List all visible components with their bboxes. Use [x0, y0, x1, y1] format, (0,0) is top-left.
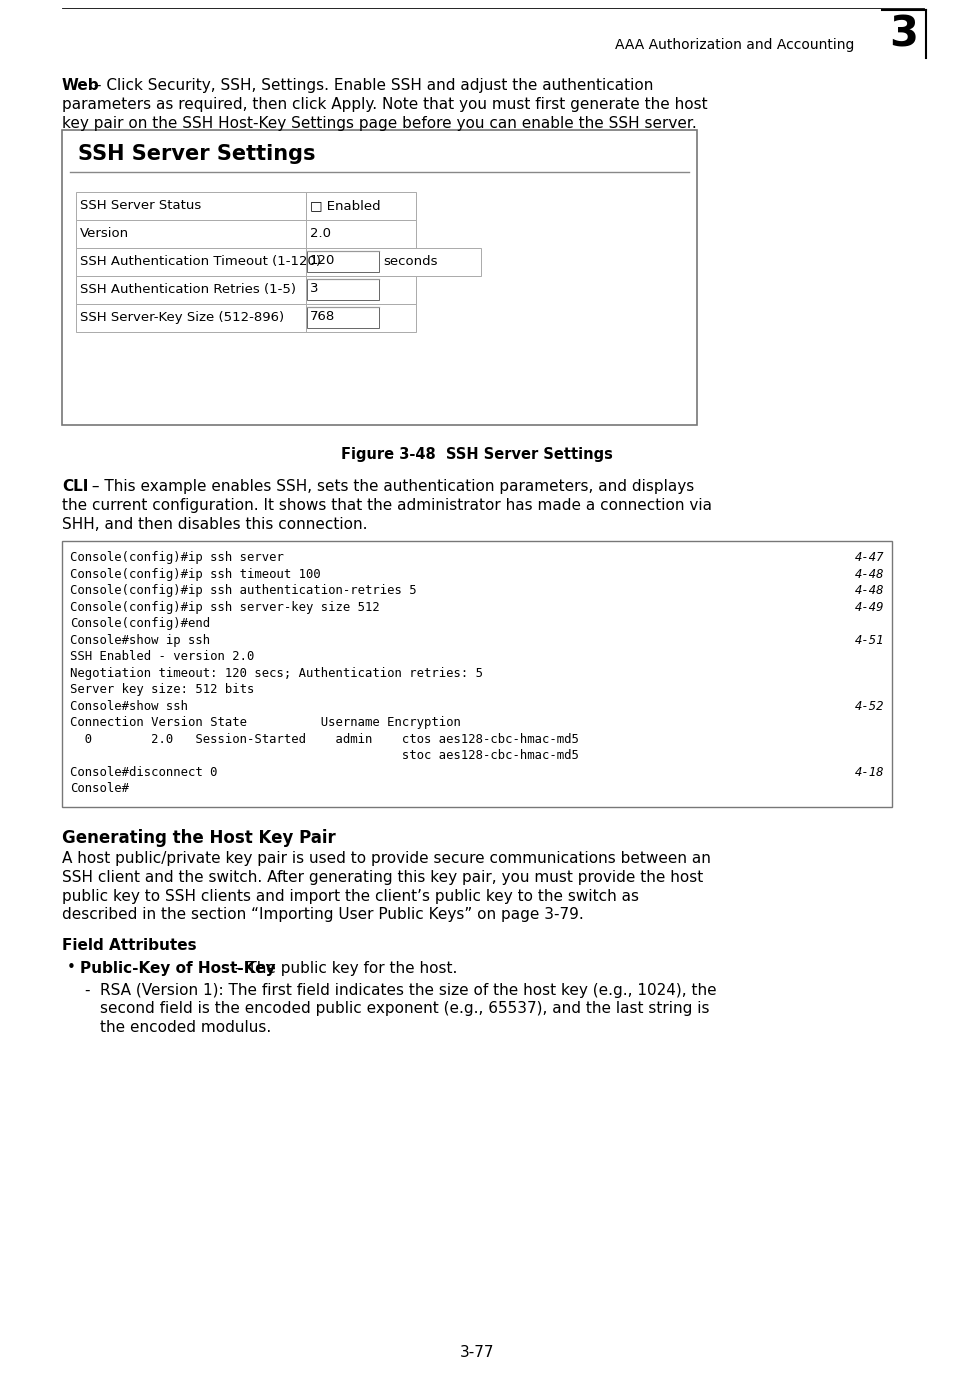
Text: Field Attributes: Field Attributes — [62, 938, 196, 954]
Text: CLI: CLI — [62, 479, 89, 494]
Text: second field is the encoded public exponent (e.g., 65537), and the last string i: second field is the encoded public expon… — [100, 1002, 709, 1016]
Text: SSH Authentication Timeout (1-120): SSH Authentication Timeout (1-120) — [80, 255, 320, 268]
Text: 4-52: 4-52 — [854, 700, 883, 712]
Text: the current configuration. It shows that the administrator has made a connection: the current configuration. It shows that… — [62, 498, 711, 514]
Text: -: - — [84, 983, 90, 998]
Text: Console(config)#end: Console(config)#end — [70, 618, 210, 630]
Text: parameters as required, then click Apply. Note that you must first generate the : parameters as required, then click Apply… — [62, 97, 707, 112]
Bar — [306, 221, 416, 248]
Text: A host public/private key pair is used to provide secure communications between : A host public/private key pair is used t… — [62, 851, 710, 866]
Bar — [306, 304, 416, 332]
Text: Generating the Host Key Pair: Generating the Host Key Pair — [62, 829, 335, 847]
Text: – The public key for the host.: – The public key for the host. — [230, 960, 456, 976]
Text: – Click Security, SSH, Settings. Enable SSH and adjust the authentication: – Click Security, SSH, Settings. Enable … — [89, 78, 653, 93]
Text: seconds: seconds — [382, 255, 437, 268]
Text: 4-48: 4-48 — [854, 568, 883, 580]
Text: Console(config)#ip ssh server-key size 512: Console(config)#ip ssh server-key size 5… — [70, 601, 379, 613]
Bar — [62, 541, 891, 806]
Text: Console(config)#ip ssh authentication-retries 5: Console(config)#ip ssh authentication-re… — [70, 584, 416, 597]
Text: 2.0: 2.0 — [310, 228, 331, 240]
Text: AAA Authorization and Accounting: AAA Authorization and Accounting — [615, 37, 854, 51]
Bar — [76, 248, 306, 276]
Text: key pair on the SSH Host-Key Settings page before you can enable the SSH server.: key pair on the SSH Host-Key Settings pa… — [62, 117, 696, 130]
Text: 3: 3 — [888, 12, 918, 56]
Text: the encoded modulus.: the encoded modulus. — [100, 1020, 271, 1035]
Bar — [306, 192, 416, 221]
Bar — [76, 192, 306, 221]
Bar — [76, 221, 306, 248]
Text: Console#show ssh: Console#show ssh — [70, 700, 188, 712]
Bar — [307, 279, 378, 300]
Text: described in the section “Importing User Public Keys” on page 3-79.: described in the section “Importing User… — [62, 908, 583, 923]
Text: SSH Authentication Retries (1-5): SSH Authentication Retries (1-5) — [80, 283, 295, 296]
Text: Console#show ip ssh: Console#show ip ssh — [70, 633, 210, 647]
Bar — [307, 251, 378, 272]
Text: Console#disconnect 0: Console#disconnect 0 — [70, 766, 217, 779]
Text: 4-49: 4-49 — [854, 601, 883, 613]
Text: Console(config)#ip ssh server: Console(config)#ip ssh server — [70, 551, 284, 564]
Text: – This example enables SSH, sets the authentication parameters, and displays: – This example enables SSH, sets the aut… — [87, 479, 694, 494]
Bar — [76, 276, 306, 304]
Text: public key to SSH clients and import the client’s public key to the switch as: public key to SSH clients and import the… — [62, 888, 639, 904]
Bar — [307, 307, 378, 328]
Text: Console#: Console# — [70, 781, 129, 795]
Text: 4-48: 4-48 — [854, 584, 883, 597]
Text: 3: 3 — [310, 282, 318, 296]
Text: stoc aes128-cbc-hmac-md5: stoc aes128-cbc-hmac-md5 — [70, 750, 578, 762]
Text: 120: 120 — [310, 254, 335, 266]
Text: Web: Web — [62, 78, 99, 93]
Text: SSH Server Status: SSH Server Status — [80, 198, 201, 212]
Text: Public-Key of Host-Key: Public-Key of Host-Key — [80, 960, 275, 976]
Text: RSA (Version 1): The first field indicates the size of the host key (e.g., 1024): RSA (Version 1): The first field indicat… — [100, 983, 716, 998]
Text: Server key size: 512 bits: Server key size: 512 bits — [70, 683, 254, 695]
Text: 768: 768 — [310, 310, 335, 323]
Text: Version: Version — [80, 228, 129, 240]
Text: Figure 3-48  SSH Server Settings: Figure 3-48 SSH Server Settings — [341, 447, 612, 462]
Text: 0        2.0   Session-Started    admin    ctos aes128-cbc-hmac-md5: 0 2.0 Session-Started admin ctos aes128-… — [70, 733, 578, 745]
Bar — [76, 304, 306, 332]
Text: SSH Server Settings: SSH Server Settings — [78, 144, 315, 164]
Text: 4-18: 4-18 — [854, 766, 883, 779]
Bar — [306, 248, 480, 276]
Bar — [306, 276, 416, 304]
Text: SSH Enabled - version 2.0: SSH Enabled - version 2.0 — [70, 650, 254, 663]
Text: Connection Version State          Username Encryption: Connection Version State Username Encryp… — [70, 716, 460, 729]
Text: 4-47: 4-47 — [854, 551, 883, 564]
Text: SHH, and then disables this connection.: SHH, and then disables this connection. — [62, 516, 367, 532]
Text: Console(config)#ip ssh timeout 100: Console(config)#ip ssh timeout 100 — [70, 568, 320, 580]
Text: SSH Server-Key Size (512-896): SSH Server-Key Size (512-896) — [80, 311, 284, 323]
Bar — [62, 130, 697, 425]
Text: 4-51: 4-51 — [854, 633, 883, 647]
Text: •: • — [67, 960, 76, 976]
Text: □ Enabled: □ Enabled — [310, 198, 380, 212]
Text: 3-77: 3-77 — [459, 1345, 494, 1360]
Text: Negotiation timeout: 120 secs; Authentication retries: 5: Negotiation timeout: 120 secs; Authentic… — [70, 666, 482, 680]
Text: SSH client and the switch. After generating this key pair, you must provide the : SSH client and the switch. After generat… — [62, 869, 702, 884]
